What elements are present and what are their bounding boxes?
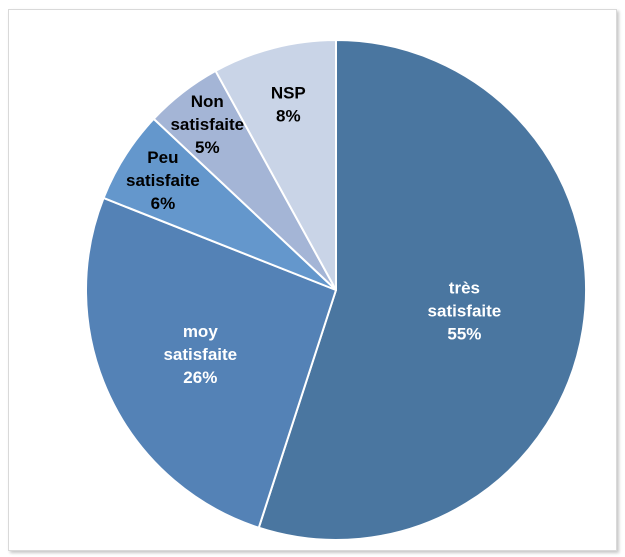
- pie-slice-label-line: 5%: [195, 138, 220, 157]
- pie-slice-label-1: moy satisfaite 26%: [163, 322, 237, 387]
- pie-slice-0: [257, 39, 588, 541]
- pie-slice-label-2: Peu satisfaite 6%: [126, 148, 200, 213]
- pie-labels: très satisfaite 55% moy satisfaite 26% Peu sati…: [126, 84, 501, 387]
- pie-slice-label-line: 26%: [183, 368, 217, 387]
- pie-slice-label-0: très satisfaite 55%: [428, 278, 502, 343]
- pie-slice-label-line: satisfaite: [163, 345, 237, 364]
- pie-slice-label-4: NSP 8%: [271, 84, 306, 126]
- pie-slice-label-line: 6%: [151, 194, 176, 213]
- pie-slice-4: [214, 39, 337, 291]
- pie-slice-label-line: satisfaite: [428, 301, 502, 320]
- pie-slice-label-line: Non: [191, 92, 224, 111]
- pie-slice-label-line: satisfaite: [170, 115, 244, 134]
- pie-slice-label-line: satisfaite: [126, 171, 200, 190]
- pie-slice-label-line: très: [449, 278, 480, 297]
- pie-slices: [85, 39, 588, 541]
- pie-slice-label-line: moy: [183, 322, 219, 341]
- pie-slice-label-line: 8%: [276, 107, 301, 126]
- pie-slice-1: [85, 196, 337, 529]
- pie-slice-label-line: 55%: [447, 324, 481, 343]
- pie-slice-label-3: Non satisfaite 5%: [170, 92, 244, 157]
- pie-slice-label-line: Peu: [147, 148, 178, 167]
- pie-slice-label-line: NSP: [271, 84, 306, 103]
